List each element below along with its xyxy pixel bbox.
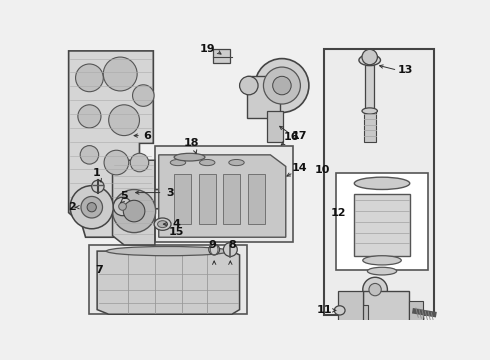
Text: 5: 5 xyxy=(120,191,128,201)
Circle shape xyxy=(240,76,258,95)
Circle shape xyxy=(113,189,156,233)
Text: 10: 10 xyxy=(315,165,330,175)
Bar xyxy=(338,291,363,322)
Circle shape xyxy=(255,59,309,112)
Bar xyxy=(199,174,216,224)
Circle shape xyxy=(363,277,388,302)
Circle shape xyxy=(130,153,149,172)
Circle shape xyxy=(103,57,137,91)
Text: 19: 19 xyxy=(199,44,215,54)
Ellipse shape xyxy=(174,153,205,161)
Ellipse shape xyxy=(368,267,397,275)
Circle shape xyxy=(109,105,140,136)
Polygon shape xyxy=(159,155,286,237)
Ellipse shape xyxy=(106,247,229,256)
Circle shape xyxy=(104,150,129,175)
Ellipse shape xyxy=(199,159,215,166)
Text: 4: 4 xyxy=(172,219,180,229)
Bar xyxy=(363,291,409,333)
Circle shape xyxy=(123,200,145,222)
Bar xyxy=(174,174,191,224)
Bar xyxy=(336,172,428,270)
Text: 11: 11 xyxy=(317,305,332,315)
Circle shape xyxy=(132,85,154,106)
Text: 18: 18 xyxy=(184,138,199,148)
Text: 2: 2 xyxy=(68,202,75,212)
Circle shape xyxy=(223,243,237,256)
Bar xyxy=(359,305,368,324)
Circle shape xyxy=(362,49,377,65)
Text: 8: 8 xyxy=(228,240,236,250)
Bar xyxy=(247,76,280,118)
Circle shape xyxy=(78,105,101,128)
Bar xyxy=(89,245,247,314)
Text: 1: 1 xyxy=(93,167,100,177)
Circle shape xyxy=(81,197,102,218)
Bar xyxy=(365,65,374,111)
Text: 7: 7 xyxy=(96,265,103,275)
Text: 6: 6 xyxy=(143,131,151,141)
Bar xyxy=(354,194,410,256)
Ellipse shape xyxy=(363,256,401,265)
Ellipse shape xyxy=(362,108,377,114)
Circle shape xyxy=(92,180,104,193)
Bar xyxy=(409,301,423,324)
Text: 9: 9 xyxy=(209,240,217,250)
Ellipse shape xyxy=(354,177,410,189)
Bar xyxy=(155,145,294,242)
Text: 16: 16 xyxy=(284,132,300,142)
Text: 3: 3 xyxy=(167,188,174,198)
Circle shape xyxy=(75,64,103,92)
Circle shape xyxy=(369,283,381,296)
Text: 17: 17 xyxy=(292,131,307,141)
Bar xyxy=(248,174,265,224)
Bar xyxy=(223,174,240,224)
Circle shape xyxy=(113,197,132,216)
Polygon shape xyxy=(113,160,155,245)
Circle shape xyxy=(87,203,97,212)
Ellipse shape xyxy=(171,159,186,166)
Ellipse shape xyxy=(154,218,171,230)
Circle shape xyxy=(119,203,126,210)
Text: 14: 14 xyxy=(292,163,307,173)
Text: 15: 15 xyxy=(169,227,184,237)
Ellipse shape xyxy=(359,55,381,66)
Polygon shape xyxy=(97,251,240,314)
Circle shape xyxy=(70,186,113,229)
Bar xyxy=(364,111,376,142)
Ellipse shape xyxy=(158,221,168,228)
Circle shape xyxy=(209,244,220,255)
Circle shape xyxy=(80,145,98,164)
Ellipse shape xyxy=(229,159,244,166)
Bar xyxy=(213,49,229,63)
Text: 13: 13 xyxy=(397,65,413,75)
Text: 12: 12 xyxy=(330,208,346,217)
Bar xyxy=(324,49,435,315)
Bar xyxy=(267,111,283,142)
Ellipse shape xyxy=(334,306,345,315)
Circle shape xyxy=(273,76,291,95)
Polygon shape xyxy=(69,51,163,237)
Circle shape xyxy=(264,67,300,104)
